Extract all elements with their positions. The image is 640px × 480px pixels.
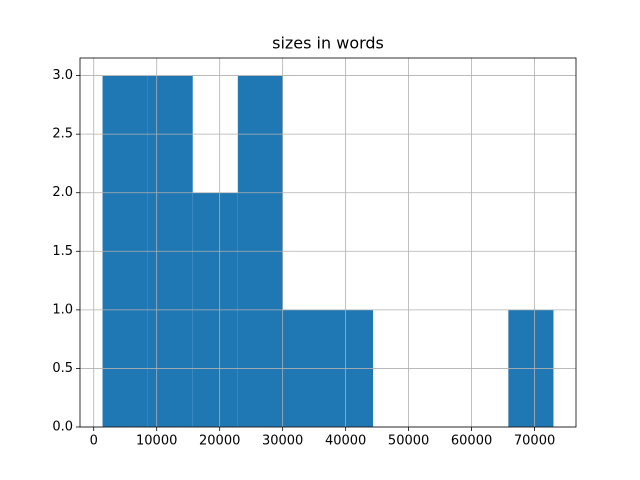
y-tick-label: 1.0 xyxy=(52,302,73,317)
y-tick-label: 2.0 xyxy=(52,185,73,200)
x-tick-label: 70000 xyxy=(514,434,555,449)
x-tick-label: 10000 xyxy=(136,434,177,449)
x-tick-label: 20000 xyxy=(199,434,240,449)
x-tick-label: 60000 xyxy=(451,434,492,449)
chart-title: sizes in words xyxy=(272,34,384,53)
x-tick-label: 40000 xyxy=(325,434,366,449)
x-tick-label: 0 xyxy=(90,434,98,449)
y-tick-label: 1.5 xyxy=(52,244,73,259)
y-tick-label: 0.5 xyxy=(52,361,73,376)
plot-frame xyxy=(79,57,577,428)
x-tick-label: 50000 xyxy=(388,434,429,449)
y-tick-label: 2.5 xyxy=(52,127,73,142)
y-tick-label: 3.0 xyxy=(52,68,73,83)
y-tick-label: 0.0 xyxy=(52,420,73,435)
x-tick-label: 30000 xyxy=(262,434,303,449)
